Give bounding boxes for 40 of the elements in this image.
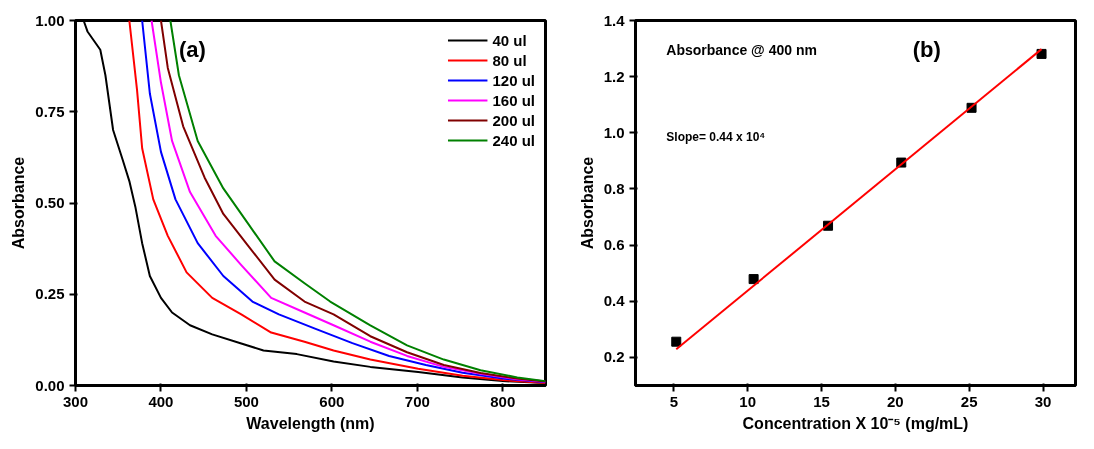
x-tick-label: 15 (813, 392, 830, 410)
point (748, 274, 759, 285)
y-tick-label: 0.25 (35, 285, 65, 303)
y-tick-label: 0.6 (603, 236, 625, 254)
legend-label: 240 ul (492, 130, 535, 150)
y-tick-label: 0.00 (35, 376, 65, 394)
x-tick-label: 700 (404, 392, 430, 410)
x-tick-label: 500 (233, 392, 259, 410)
y-axis-title: Absorbance (578, 156, 596, 250)
y-tick-label: 0.8 (603, 179, 625, 197)
legend-label: 40 ul (492, 30, 527, 50)
y-axis-title: Absorbance (10, 156, 28, 250)
y-tick-label: 0.4 (603, 292, 626, 310)
y-tick-label: 0.2 (603, 348, 625, 366)
y-tick-label: 1.00 (35, 11, 65, 29)
x-tick-label: 400 (148, 392, 174, 410)
y-tick-label: 1.4 (603, 11, 626, 29)
legend-label: 160 ul (492, 90, 535, 110)
x-tick-label: 600 (319, 392, 345, 410)
point (671, 336, 682, 347)
legend-label: 80 ul (492, 50, 527, 70)
annotation: (a) (178, 37, 206, 63)
legend-label: 200 ul (492, 110, 535, 130)
y-tick-label: 0.75 (35, 102, 65, 120)
x-tick-label: 300 (62, 392, 89, 410)
x-tick-label: 30 (1034, 392, 1052, 410)
x-tick-label: 25 (960, 392, 978, 410)
x-tick-label: 20 (887, 392, 904, 410)
legend-label: 120 ul (492, 70, 535, 90)
x-axis-title: Wavelength (nm) (246, 414, 375, 432)
x-axis-title: Concentration X 10⁻⁵ (mg/mL) (742, 414, 969, 432)
x-tick-label: 800 (490, 392, 516, 410)
annotation: Slope= 0.44 x 10⁴ (666, 130, 766, 145)
x-tick-label: 10 (739, 392, 757, 410)
annotation: Absorbance @ 400 nm (666, 41, 817, 58)
annotation: (b) (912, 37, 941, 63)
y-tick-label: 0.50 (35, 194, 65, 211)
y-tick-label: 1.0 (603, 123, 625, 141)
y-tick-label: 1.2 (603, 67, 625, 85)
x-tick-label: 5 (669, 392, 679, 410)
